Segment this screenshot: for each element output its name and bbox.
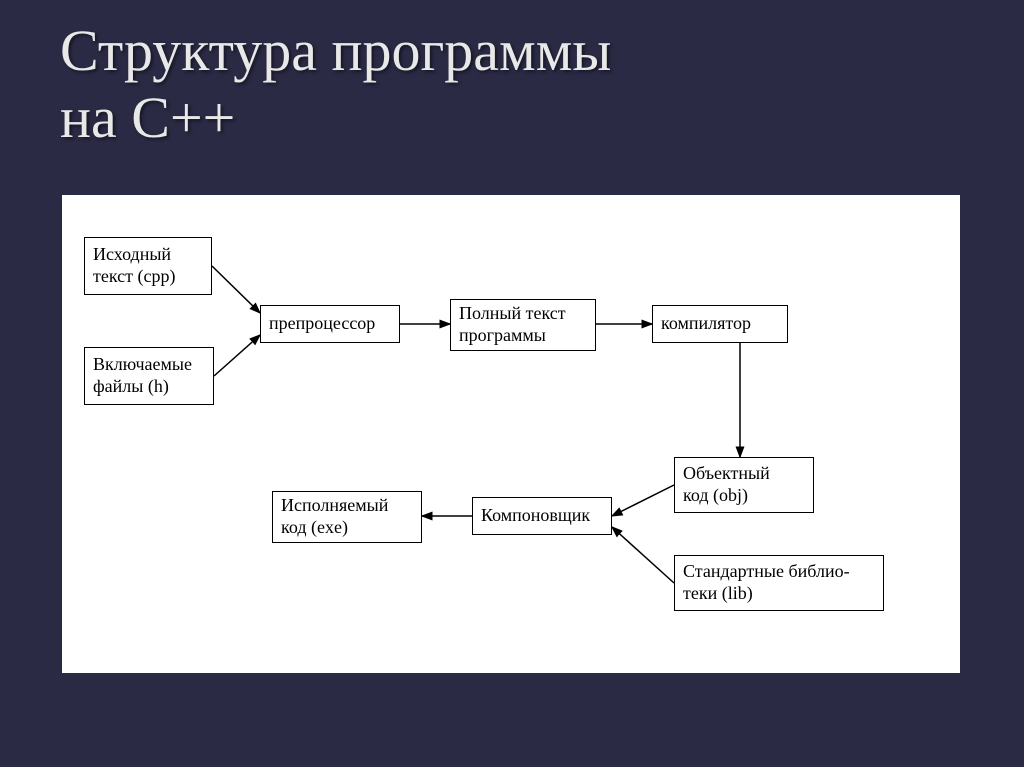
edge-lib-linker (612, 527, 674, 583)
node-comp: компилятор (652, 305, 788, 343)
node-full: Полный текст программы (450, 299, 596, 351)
node-exe: Исполняемый код (exe) (272, 491, 422, 543)
diagram-panel: Исходный текст (срр) Включаемые файлы (h)… (62, 195, 960, 673)
title-line-2: на С++ (60, 85, 235, 150)
edge-obj-linker (612, 485, 674, 516)
node-obj: Объектный код (obj) (674, 457, 814, 513)
slide-title: Структура программы на С++ (0, 0, 1024, 151)
node-linker: Компоновщик (472, 497, 612, 535)
title-line-1: Структура программы (60, 18, 611, 83)
node-src: Исходный текст (срр) (84, 237, 212, 295)
node-inc: Включаемые файлы (h) (84, 347, 214, 405)
node-lib: Стандартные библио- теки (lib) (674, 555, 884, 611)
node-prep: препроцессор (260, 305, 400, 343)
edge-inc-prep (214, 335, 260, 376)
edge-src-prep (212, 266, 260, 313)
